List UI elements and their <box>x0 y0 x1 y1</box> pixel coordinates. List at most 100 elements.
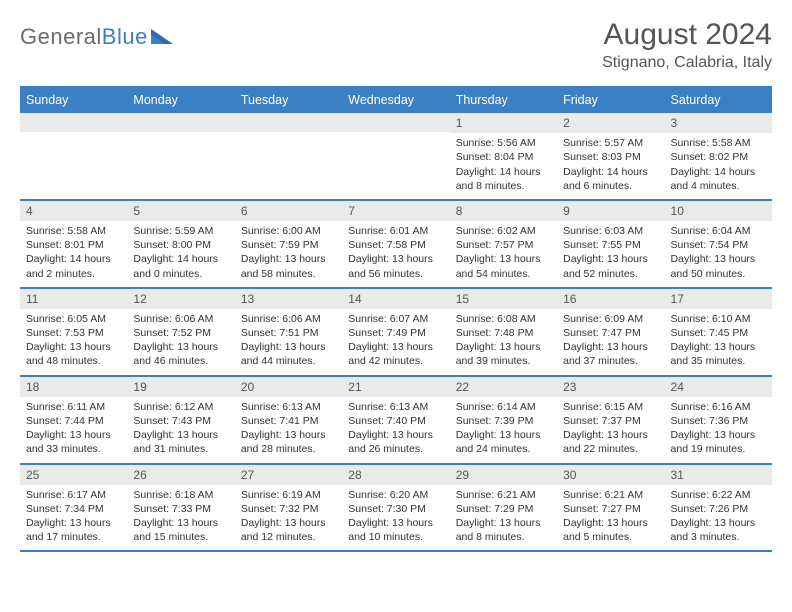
day-body: Sunrise: 5:59 AMSunset: 8:00 PMDaylight:… <box>127 221 234 287</box>
day-body: Sunrise: 6:16 AMSunset: 7:36 PMDaylight:… <box>665 397 772 463</box>
sunset-line: Sunset: 7:54 PM <box>671 238 766 252</box>
dow-header: Thursday <box>450 88 557 113</box>
day-body: Sunrise: 6:22 AMSunset: 7:26 PMDaylight:… <box>665 485 772 551</box>
day-body: Sunrise: 6:10 AMSunset: 7:45 PMDaylight:… <box>665 309 772 375</box>
day-body: Sunrise: 6:05 AMSunset: 7:53 PMDaylight:… <box>20 309 127 375</box>
brand-text-1: General <box>20 24 102 49</box>
day-number: 25 <box>20 465 127 485</box>
day-cell: 18Sunrise: 6:11 AMSunset: 7:44 PMDayligh… <box>20 377 127 463</box>
day-cell: 23Sunrise: 6:15 AMSunset: 7:37 PMDayligh… <box>557 377 664 463</box>
daylight-line: Daylight: 13 hours and 37 minutes. <box>563 340 658 368</box>
sunset-line: Sunset: 7:49 PM <box>348 326 443 340</box>
location-subtitle: Stignano, Calabria, Italy <box>602 54 772 72</box>
day-cell: 22Sunrise: 6:14 AMSunset: 7:39 PMDayligh… <box>450 377 557 463</box>
dow-header: Monday <box>127 88 234 113</box>
daylight-line: Daylight: 13 hours and 15 minutes. <box>133 516 228 544</box>
sunrise-line: Sunrise: 6:06 AM <box>241 312 336 326</box>
day-body: Sunrise: 6:11 AMSunset: 7:44 PMDaylight:… <box>20 397 127 463</box>
sunrise-line: Sunrise: 5:58 AM <box>671 136 766 150</box>
day-body: Sunrise: 6:14 AMSunset: 7:39 PMDaylight:… <box>450 397 557 463</box>
day-number: 21 <box>342 377 449 397</box>
day-body: Sunrise: 5:58 AMSunset: 8:01 PMDaylight:… <box>20 221 127 287</box>
day-cell <box>20 113 127 199</box>
day-body: Sunrise: 5:58 AMSunset: 8:02 PMDaylight:… <box>665 133 772 199</box>
sunset-line: Sunset: 7:36 PM <box>671 414 766 428</box>
sunset-line: Sunset: 8:00 PM <box>133 238 228 252</box>
day-body: Sunrise: 6:00 AMSunset: 7:59 PMDaylight:… <box>235 221 342 287</box>
sunrise-line: Sunrise: 6:16 AM <box>671 400 766 414</box>
sunset-line: Sunset: 7:45 PM <box>671 326 766 340</box>
sunrise-line: Sunrise: 6:07 AM <box>348 312 443 326</box>
month-title: August 2024 <box>602 18 772 52</box>
brand-logo: GeneralBlue <box>20 24 173 50</box>
day-body: Sunrise: 6:12 AMSunset: 7:43 PMDaylight:… <box>127 397 234 463</box>
day-cell <box>127 113 234 199</box>
day-number: 5 <box>127 201 234 221</box>
daylight-line: Daylight: 13 hours and 48 minutes. <box>26 340 121 368</box>
day-number: 12 <box>127 289 234 309</box>
daylight-line: Daylight: 14 hours and 4 minutes. <box>671 165 766 193</box>
day-cell: 8Sunrise: 6:02 AMSunset: 7:57 PMDaylight… <box>450 201 557 287</box>
sunrise-line: Sunrise: 6:01 AM <box>348 224 443 238</box>
brand-text-2: Blue <box>102 24 148 49</box>
day-number: 20 <box>235 377 342 397</box>
day-body: Sunrise: 6:06 AMSunset: 7:51 PMDaylight:… <box>235 309 342 375</box>
day-number: 7 <box>342 201 449 221</box>
sunrise-line: Sunrise: 6:14 AM <box>456 400 551 414</box>
sunrise-line: Sunrise: 6:21 AM <box>456 488 551 502</box>
day-body: Sunrise: 6:08 AMSunset: 7:48 PMDaylight:… <box>450 309 557 375</box>
day-number: 28 <box>342 465 449 485</box>
day-body <box>342 132 449 192</box>
daylight-line: Daylight: 13 hours and 54 minutes. <box>456 252 551 280</box>
day-cell: 5Sunrise: 5:59 AMSunset: 8:00 PMDaylight… <box>127 201 234 287</box>
sunrise-line: Sunrise: 6:00 AM <box>241 224 336 238</box>
sunrise-line: Sunrise: 6:05 AM <box>26 312 121 326</box>
sunset-line: Sunset: 7:55 PM <box>563 238 658 252</box>
day-cell: 11Sunrise: 6:05 AMSunset: 7:53 PMDayligh… <box>20 289 127 375</box>
day-body: Sunrise: 6:06 AMSunset: 7:52 PMDaylight:… <box>127 309 234 375</box>
header: GeneralBlue August 2024 Stignano, Calabr… <box>20 18 772 72</box>
daylight-line: Daylight: 14 hours and 8 minutes. <box>456 165 551 193</box>
day-number: 8 <box>450 201 557 221</box>
day-number: 17 <box>665 289 772 309</box>
day-number <box>235 113 342 132</box>
day-cell: 20Sunrise: 6:13 AMSunset: 7:41 PMDayligh… <box>235 377 342 463</box>
sunrise-line: Sunrise: 6:13 AM <box>241 400 336 414</box>
sunset-line: Sunset: 7:27 PM <box>563 502 658 516</box>
day-cell: 31Sunrise: 6:22 AMSunset: 7:26 PMDayligh… <box>665 465 772 551</box>
dow-header: Wednesday <box>342 88 449 113</box>
sunset-line: Sunset: 7:41 PM <box>241 414 336 428</box>
day-number <box>127 113 234 132</box>
week-row: 18Sunrise: 6:11 AMSunset: 7:44 PMDayligh… <box>20 377 772 465</box>
week-row: 11Sunrise: 6:05 AMSunset: 7:53 PMDayligh… <box>20 289 772 377</box>
sunrise-line: Sunrise: 5:57 AM <box>563 136 658 150</box>
sunrise-line: Sunrise: 5:58 AM <box>26 224 121 238</box>
day-number: 13 <box>235 289 342 309</box>
sunset-line: Sunset: 7:59 PM <box>241 238 336 252</box>
sunset-line: Sunset: 7:40 PM <box>348 414 443 428</box>
daylight-line: Daylight: 13 hours and 8 minutes. <box>456 516 551 544</box>
daylight-line: Daylight: 13 hours and 26 minutes. <box>348 428 443 456</box>
sunrise-line: Sunrise: 6:15 AM <box>563 400 658 414</box>
day-cell: 13Sunrise: 6:06 AMSunset: 7:51 PMDayligh… <box>235 289 342 375</box>
daylight-line: Daylight: 13 hours and 44 minutes. <box>241 340 336 368</box>
sunrise-line: Sunrise: 6:06 AM <box>133 312 228 326</box>
day-cell: 29Sunrise: 6:21 AMSunset: 7:29 PMDayligh… <box>450 465 557 551</box>
daylight-line: Daylight: 13 hours and 58 minutes. <box>241 252 336 280</box>
sunset-line: Sunset: 7:57 PM <box>456 238 551 252</box>
day-number: 22 <box>450 377 557 397</box>
brand-triangle-icon <box>151 26 173 44</box>
daylight-line: Daylight: 13 hours and 19 minutes. <box>671 428 766 456</box>
daylight-line: Daylight: 14 hours and 2 minutes. <box>26 252 121 280</box>
calendar: SundayMondayTuesdayWednesdayThursdayFrid… <box>20 86 772 552</box>
daylight-line: Daylight: 13 hours and 33 minutes. <box>26 428 121 456</box>
day-cell: 16Sunrise: 6:09 AMSunset: 7:47 PMDayligh… <box>557 289 664 375</box>
day-body <box>235 132 342 192</box>
day-number: 26 <box>127 465 234 485</box>
daylight-line: Daylight: 13 hours and 24 minutes. <box>456 428 551 456</box>
day-cell: 19Sunrise: 6:12 AMSunset: 7:43 PMDayligh… <box>127 377 234 463</box>
day-number: 19 <box>127 377 234 397</box>
daylight-line: Daylight: 13 hours and 46 minutes. <box>133 340 228 368</box>
sunset-line: Sunset: 7:34 PM <box>26 502 121 516</box>
sunrise-line: Sunrise: 5:59 AM <box>133 224 228 238</box>
